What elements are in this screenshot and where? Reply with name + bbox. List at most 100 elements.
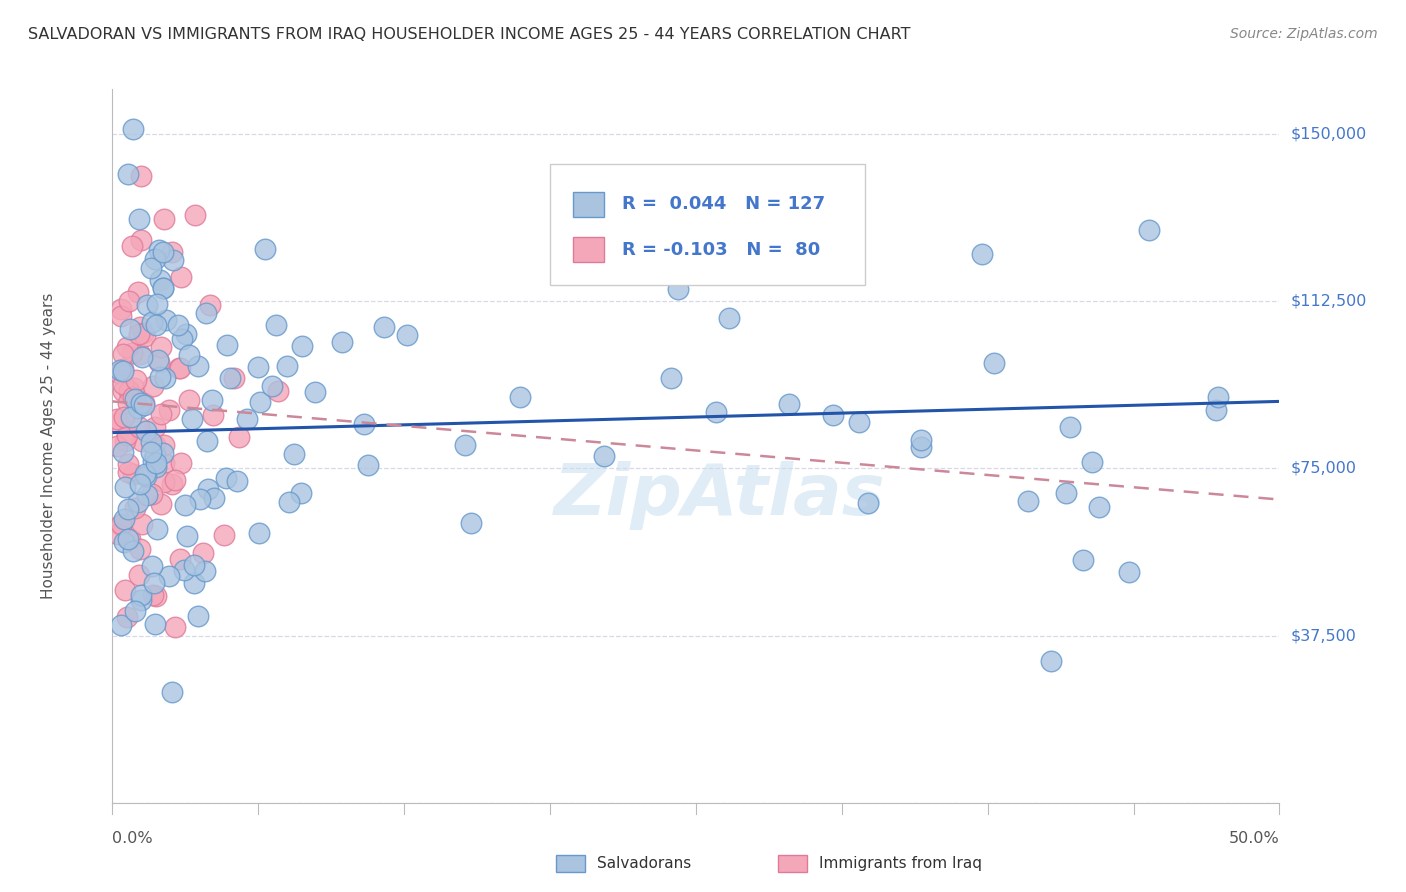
Text: Source: ZipAtlas.com: Source: ZipAtlas.com [1230,27,1378,41]
Point [149,340,172,354]
Point [152,475,174,489]
Point [225,475,247,489]
Text: Immigrants from Iraq: Immigrants from Iraq [818,856,981,871]
Point [115,427,138,442]
Point [152,280,174,294]
Point [129,396,152,410]
Point [145,456,167,470]
Text: $150,000: $150,000 [1291,127,1367,141]
Point [132,398,155,412]
Point [198,298,221,312]
Point [148,355,170,369]
Point [121,122,143,136]
Bar [778,855,807,872]
Point [134,329,156,343]
Point [128,567,150,582]
Text: Salvadorans: Salvadorans [596,856,690,871]
Point [666,282,689,296]
Point [197,482,219,496]
Point [169,360,191,375]
Point [120,533,142,547]
Point [163,620,186,634]
Point [141,559,163,574]
Point [112,409,135,424]
Point [108,417,131,431]
Point [117,396,139,410]
Point [373,320,395,334]
Point [107,526,129,541]
Point [121,238,143,252]
Point [112,362,135,376]
Point [659,371,682,385]
Point [214,471,236,485]
Point [120,410,142,425]
Point [121,346,143,360]
Point [264,318,287,332]
Point [129,542,152,557]
Point [143,617,166,632]
Point [353,417,375,431]
Point [821,408,844,422]
Point [139,434,162,449]
Point [162,253,184,268]
Point [112,512,135,526]
Point [283,447,305,461]
Point [1071,552,1094,566]
Point [110,301,132,316]
Point [195,434,218,449]
Bar [574,192,605,217]
Point [114,480,136,494]
Point [139,260,162,275]
Point [135,469,157,483]
Point [509,390,531,404]
Point [170,456,193,470]
Point [143,448,166,462]
Point [112,384,135,398]
Point [357,458,380,473]
Point [191,546,214,560]
Point [174,498,197,512]
Point [190,491,212,506]
Point [110,516,132,531]
FancyBboxPatch shape [550,164,865,285]
Point [1017,494,1039,508]
Point [593,449,616,463]
Point [228,430,250,444]
Point [131,169,153,184]
Point [117,532,139,546]
Text: 50.0%: 50.0% [1229,831,1279,847]
Point [110,518,132,533]
Text: ZipAtlas: ZipAtlas [554,461,886,531]
Point [983,355,1005,369]
Point [163,474,186,488]
Point [117,458,139,472]
Point [142,589,165,603]
Point [177,392,200,407]
Point [121,467,143,482]
Point [121,390,143,404]
Point [276,359,298,373]
Point [128,327,150,342]
Point [117,501,139,516]
Point [972,247,994,261]
Point [460,516,482,530]
Point [127,401,149,415]
Point [143,576,166,591]
Point [848,415,870,429]
Point [212,528,235,542]
Point [145,420,167,434]
Point [267,384,290,399]
Point [142,454,165,468]
Point [118,322,141,336]
Point [184,209,207,223]
Point [148,243,170,257]
Point [162,476,184,491]
Point [148,353,170,368]
Point [149,273,172,287]
Point [1208,390,1230,404]
Point [176,529,198,543]
Text: 0.0%: 0.0% [112,831,153,847]
Point [195,306,218,320]
Point [201,409,224,423]
Point [1059,419,1081,434]
